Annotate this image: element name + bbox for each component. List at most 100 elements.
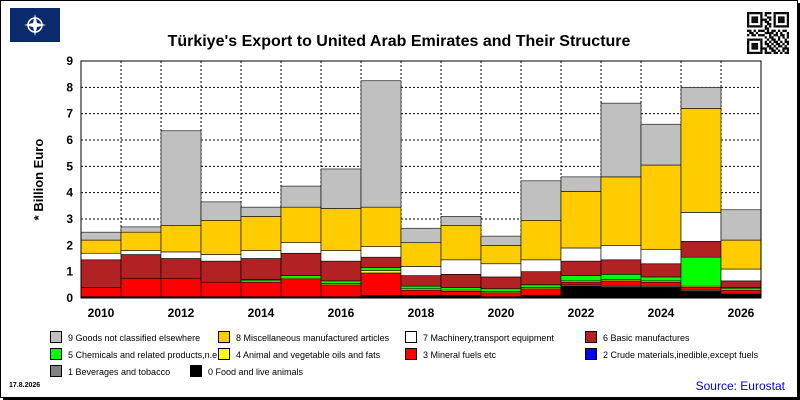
bar-segment bbox=[640, 263, 682, 278]
qr-module bbox=[780, 45, 783, 48]
qr-module bbox=[766, 42, 770, 46]
bar-segment bbox=[280, 275, 322, 279]
qr-module bbox=[760, 29, 763, 32]
qr-module bbox=[755, 18, 759, 21]
qr-module bbox=[780, 40, 783, 43]
stacked-bar-chart: 0 1 2 3 4 5 6 7 8 9 2010 2012 2014 2016 2018 2020 2022 20… bbox=[31, 54, 762, 320]
y-tick-label: 9 bbox=[66, 54, 73, 68]
bar-segment bbox=[320, 280, 362, 284]
bar-segment bbox=[240, 281, 282, 297]
bar-segment bbox=[360, 270, 402, 274]
qr-module bbox=[753, 45, 756, 48]
qr-module bbox=[782, 29, 785, 32]
x-tick-label: 2024 bbox=[648, 306, 675, 320]
qr-module bbox=[780, 25, 783, 28]
qr-module bbox=[786, 14, 790, 17]
qr-module bbox=[766, 51, 770, 55]
bar-segment bbox=[720, 289, 762, 295]
qr-module bbox=[762, 34, 765, 37]
bar-segment bbox=[280, 185, 322, 208]
bar-segment bbox=[720, 268, 762, 282]
x-tick-label: 2018 bbox=[408, 306, 435, 320]
qr-module bbox=[760, 51, 763, 55]
qr-module bbox=[773, 14, 776, 17]
qr-module bbox=[773, 16, 776, 19]
qr-module bbox=[782, 25, 785, 28]
bar-segment bbox=[80, 239, 122, 254]
qr-module bbox=[751, 12, 754, 15]
qr-module bbox=[780, 16, 783, 19]
legend-label: 0 Food and live animals bbox=[208, 367, 304, 377]
y-tick-label: 0 bbox=[66, 291, 73, 305]
bar-segment bbox=[520, 271, 562, 286]
legend-swatch bbox=[585, 348, 597, 360]
qr-module bbox=[755, 45, 759, 48]
x-tick-label: 2020 bbox=[488, 306, 515, 320]
legend-label: 5 Chemicals and related products,n.e.s. bbox=[68, 350, 227, 360]
qr-module bbox=[760, 23, 763, 26]
qr-module bbox=[782, 16, 785, 19]
qr-module bbox=[766, 20, 770, 24]
qr-module bbox=[766, 38, 770, 41]
qr-module bbox=[747, 16, 750, 19]
qr-module bbox=[753, 20, 756, 24]
qr-module bbox=[758, 51, 761, 55]
qr-module bbox=[773, 51, 776, 55]
bar-segment bbox=[640, 287, 682, 299]
qr-module bbox=[775, 25, 778, 28]
qr-module bbox=[747, 14, 750, 17]
bar-segment bbox=[600, 245, 642, 261]
bar-segment bbox=[640, 276, 682, 282]
qr-module bbox=[769, 51, 772, 55]
qr-module bbox=[751, 16, 754, 19]
qr-module bbox=[780, 20, 783, 24]
qr-module bbox=[775, 47, 778, 50]
bar-segment bbox=[120, 250, 162, 255]
qr-module bbox=[747, 20, 750, 24]
qr-module bbox=[751, 42, 754, 46]
qr-module bbox=[751, 34, 754, 37]
qr-module bbox=[775, 40, 778, 43]
qr-module bbox=[764, 27, 767, 30]
chart-legend: 9 Goods not classified elsewhere 8 Miscel… bbox=[50, 331, 770, 379]
legend-swatch bbox=[50, 365, 62, 377]
qr-module bbox=[753, 12, 756, 15]
qr-module bbox=[775, 12, 778, 15]
qr-module bbox=[782, 20, 785, 24]
qr-module bbox=[755, 47, 759, 50]
qr-module bbox=[766, 29, 770, 32]
qr-module bbox=[766, 45, 770, 48]
qr-module bbox=[784, 45, 787, 48]
bar-segment bbox=[520, 288, 562, 296]
qr-module bbox=[749, 31, 752, 35]
bar-segment bbox=[120, 277, 162, 297]
qr-module bbox=[786, 49, 790, 52]
qr-module bbox=[751, 47, 754, 50]
bar-segment bbox=[280, 279, 322, 297]
qr-module bbox=[773, 29, 776, 32]
qr-module bbox=[751, 51, 754, 55]
qr-module bbox=[773, 38, 776, 41]
x-tick-label: 2026 bbox=[728, 306, 755, 320]
qr-module bbox=[782, 42, 785, 46]
y-tick-label: 2 bbox=[66, 238, 73, 252]
qr-module bbox=[753, 34, 756, 37]
qr-module bbox=[771, 49, 774, 52]
qr-module bbox=[760, 34, 763, 37]
legend-label: 6 Basic manufactures bbox=[603, 333, 690, 343]
bar-segment bbox=[120, 254, 162, 279]
bar-segment bbox=[560, 260, 602, 276]
legend-label: 1 Beverages and tobacco bbox=[68, 367, 171, 377]
qr-module bbox=[771, 42, 774, 46]
qr-module bbox=[786, 31, 790, 35]
bar-segment bbox=[360, 80, 402, 208]
qr-module bbox=[777, 16, 781, 19]
qr-module bbox=[764, 40, 767, 43]
qr-module bbox=[755, 31, 759, 35]
legend-label: 4 Animal and vegetable oils and fats bbox=[236, 350, 381, 360]
qr-module bbox=[786, 36, 790, 39]
qr-module bbox=[771, 38, 774, 41]
bar-segment bbox=[680, 87, 722, 109]
qr-module bbox=[760, 40, 763, 43]
